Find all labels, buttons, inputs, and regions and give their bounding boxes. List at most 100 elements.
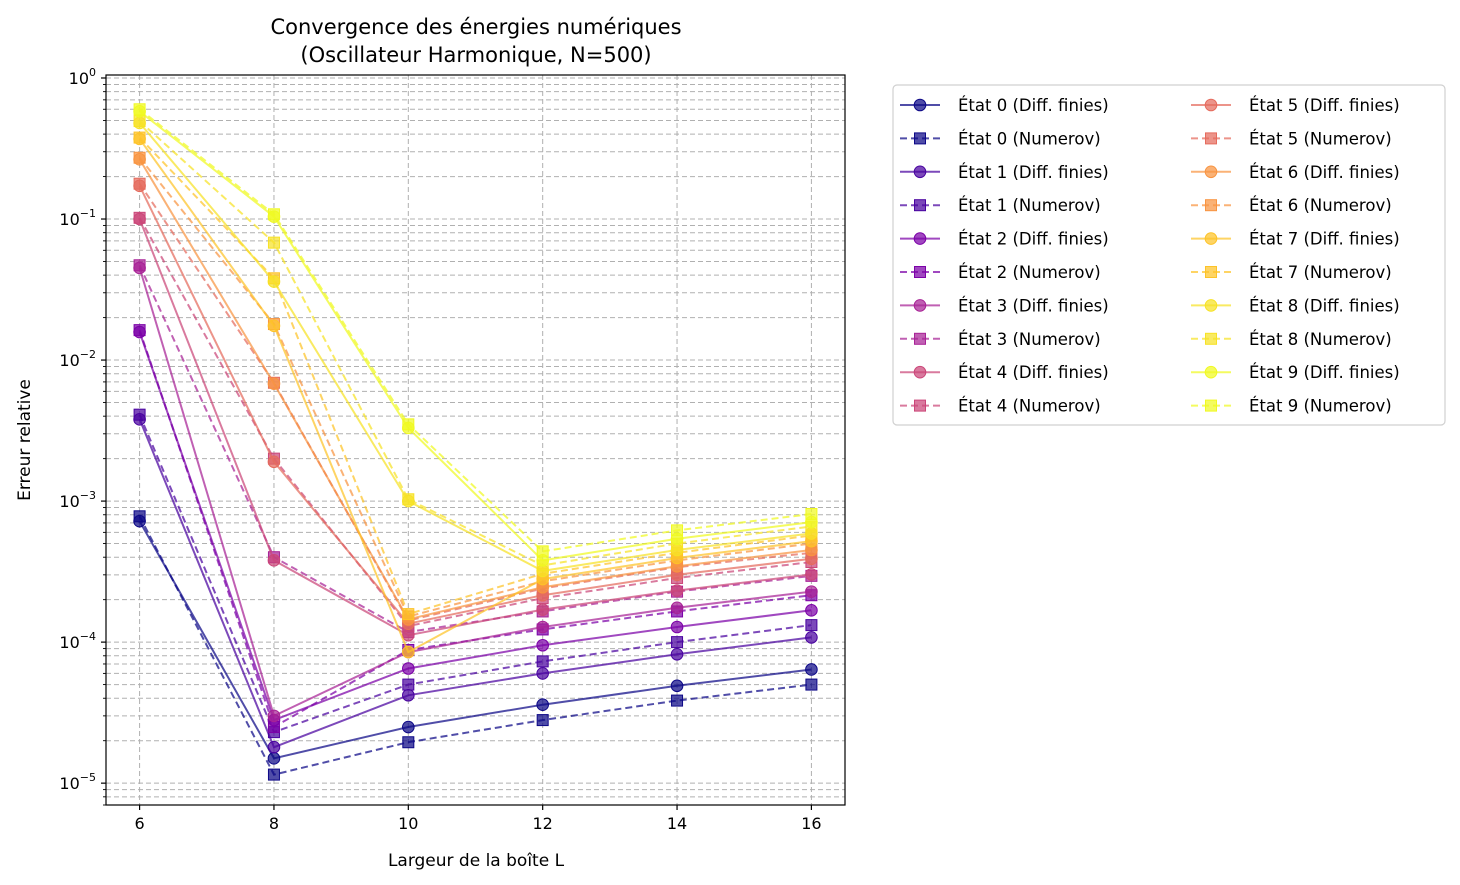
data-point xyxy=(805,678,818,691)
data-point xyxy=(536,545,549,558)
legend-label: État 4 (Diff. finies) xyxy=(958,363,1109,382)
legend-label: État 5 (Numerov) xyxy=(1249,129,1392,148)
data-point xyxy=(133,510,146,523)
legend-label: État 4 (Numerov) xyxy=(958,397,1101,416)
legend-item: État 3 (Numerov) xyxy=(900,330,1101,349)
series-7 xyxy=(133,259,818,638)
legend-label: État 3 (Numerov) xyxy=(958,330,1101,349)
legend-item: État 2 (Diff. finies) xyxy=(900,230,1109,249)
legend-marker xyxy=(914,332,926,345)
legend-marker xyxy=(1204,365,1218,379)
data-point xyxy=(402,418,415,431)
y-axis: 100 10−1 10−2 10−3 10−4 10−5 xyxy=(59,66,106,806)
series-1 xyxy=(133,510,818,781)
legend-label: État 7 (Diff. finies) xyxy=(1249,230,1400,249)
series-line xyxy=(138,515,812,776)
legend-item: État 3 (Diff. finies) xyxy=(900,296,1109,315)
data-point xyxy=(536,620,549,634)
legend-frame xyxy=(892,84,1446,426)
legend-marker xyxy=(1205,199,1217,212)
chart-title-line1: Convergence des énergies numériques xyxy=(270,15,681,39)
series-18 xyxy=(133,105,818,567)
data-point xyxy=(536,667,549,680)
data-point xyxy=(133,151,146,164)
legend-marker xyxy=(913,365,927,379)
data-point xyxy=(402,688,415,702)
series-line xyxy=(138,138,812,654)
legend-item: État 9 (Diff. finies) xyxy=(1191,363,1400,382)
series-line xyxy=(138,157,812,618)
data-point xyxy=(536,655,549,668)
data-point xyxy=(267,377,281,390)
legend-item: État 0 (Diff. finies) xyxy=(900,96,1109,115)
data-point xyxy=(671,636,684,649)
legend-item: État 5 (Numerov) xyxy=(1191,129,1392,148)
data-point xyxy=(671,524,684,537)
series-line xyxy=(138,331,812,722)
data-point xyxy=(805,619,818,632)
data-point xyxy=(133,103,146,116)
x-axis: 6 8 10 12 14 16 xyxy=(134,805,822,833)
legend: État 0 (Diff. finies) État 0 (Numerov) Éta… xyxy=(892,84,1446,426)
legend-item: État 1 (Numerov) xyxy=(900,196,1101,215)
legend-item: État 5 (Diff. finies) xyxy=(1191,96,1400,115)
series-19 xyxy=(133,103,818,558)
data-point xyxy=(536,714,549,727)
legend-marker xyxy=(1204,165,1218,179)
data-point xyxy=(670,679,684,693)
data-point xyxy=(402,662,415,675)
y-tick-label: 10−4 xyxy=(59,630,96,652)
x-tick-label: 16 xyxy=(801,814,821,833)
series-15 xyxy=(133,131,818,621)
data-point xyxy=(805,631,818,644)
series-line xyxy=(138,218,812,637)
legend-marker xyxy=(1204,299,1218,312)
x-tick-label: 12 xyxy=(533,814,553,833)
legend-item: État 8 (Diff. finies) xyxy=(1191,296,1400,315)
axes-frame xyxy=(105,74,846,806)
legend-item: État 4 (Diff. finies) xyxy=(900,363,1109,382)
legend-marker xyxy=(1205,399,1217,412)
data-point xyxy=(536,638,549,652)
series-line xyxy=(138,217,812,628)
data-point xyxy=(133,131,146,144)
data-point xyxy=(267,554,281,567)
series-line xyxy=(138,183,812,622)
legend-label: État 3 (Diff. finies) xyxy=(958,296,1109,315)
y-tick-label: 10−2 xyxy=(59,348,96,370)
legend-label: État 6 (Diff. finies) xyxy=(1249,163,1400,182)
chart-title-line2: (Oscillateur Harmonique, N=500) xyxy=(300,43,651,67)
legend-label: État 9 (Diff. finies) xyxy=(1249,363,1400,382)
legend-marker xyxy=(914,199,926,212)
data-point xyxy=(267,208,280,221)
series-line xyxy=(138,418,812,749)
data-point xyxy=(670,601,684,615)
legend-label: État 7 (Numerov) xyxy=(1249,263,1392,282)
series-line xyxy=(138,414,812,734)
series-line xyxy=(138,185,812,625)
data-point xyxy=(805,585,818,598)
legend-item: État 0 (Numerov) xyxy=(900,129,1101,148)
legend-label: État 5 (Diff. finies) xyxy=(1249,96,1400,115)
legend-label: État 0 (Diff. finies) xyxy=(958,96,1109,115)
legend-marker xyxy=(914,266,926,278)
legend-label: État 8 (Diff. finies) xyxy=(1249,296,1400,315)
data-point xyxy=(133,177,146,190)
data-point xyxy=(267,455,281,469)
x-tick-label: 6 xyxy=(134,814,144,833)
data-point xyxy=(267,319,281,333)
legend-marker xyxy=(1205,132,1217,145)
series-13 xyxy=(133,151,818,623)
legend-label: État 2 (Numerov) xyxy=(958,263,1101,282)
legend-marker xyxy=(1205,266,1217,278)
series-line xyxy=(138,520,812,760)
data-point xyxy=(402,645,415,659)
legend-marker xyxy=(914,132,926,145)
legend-marker xyxy=(913,165,927,179)
legend-label: État 6 (Numerov) xyxy=(1249,196,1392,215)
data-point xyxy=(133,408,146,421)
x-axis-label: Largeur de la boîte L xyxy=(388,851,565,871)
data-point xyxy=(402,608,415,621)
data-point xyxy=(805,507,818,520)
data-point xyxy=(670,647,684,661)
